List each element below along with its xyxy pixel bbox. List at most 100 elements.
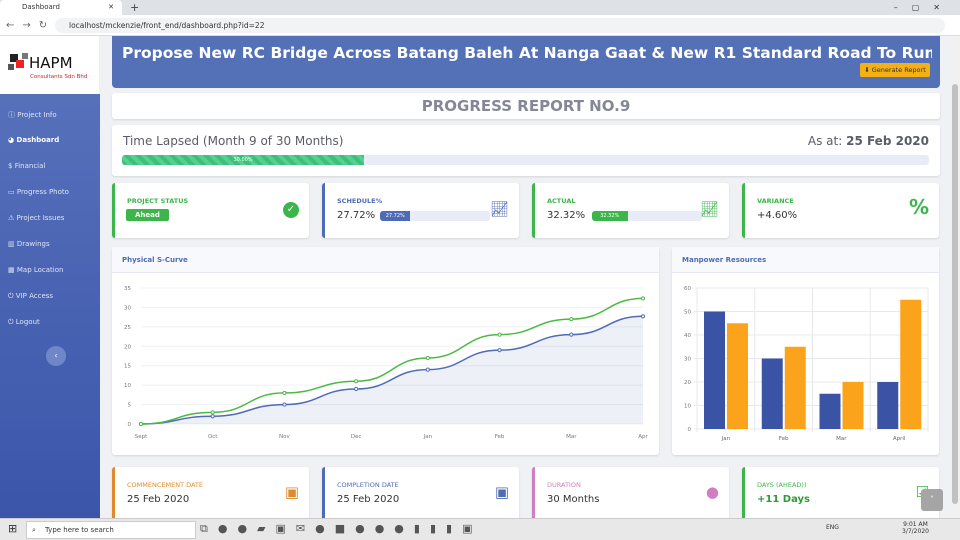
report-title: PROGRESS REPORT NO.9: [112, 93, 940, 119]
sidebar-item-dashboard[interactable]: ◕ Dashboard: [8, 136, 59, 144]
taskbar: ⊞ ⌕ Type here to search ⧉●●▰▣✉●■●●●▮▮▮▣ E…: [0, 518, 960, 540]
data-point: [497, 348, 502, 353]
sidebar-item-label: Drawings: [16, 240, 50, 248]
data-point: [569, 332, 574, 337]
sidebar-item-label: Financial: [14, 162, 46, 170]
window-controls[interactable]: –▢✕: [893, 3, 954, 12]
sidebar-item-project-info[interactable]: ⓘ Project Info: [8, 110, 57, 120]
percent-icon: %: [908, 195, 929, 219]
address-bar-row: ←→↻ localhost/mckenzie/front_end/dashboa…: [0, 15, 960, 36]
sidebar-item-label: VIP Access: [15, 292, 54, 300]
sidebar-item-vip-access[interactable]: ⏻ VIP Access: [8, 292, 53, 301]
schedule-bar-fill: 27.72%: [380, 211, 411, 221]
new-tab-button[interactable]: +: [130, 1, 140, 14]
actual-value: 32.32%: [547, 210, 586, 221]
as-at-label: As at:: [807, 134, 843, 148]
logo-mark-icon: HAPM Consultants Sdn Bhd: [8, 53, 87, 80]
commencement-value: 25 Feb 2020: [127, 494, 190, 505]
completion-card: COMPLETION DATE 25 Feb 2020 ▣: [322, 467, 519, 522]
x-tick-label: Oct: [208, 434, 218, 440]
browser-tab-bar: Dashboard ✕ + –▢✕: [0, 0, 960, 15]
bar: [784, 346, 806, 429]
data-point: [210, 414, 215, 419]
manpower-title: Manpower Resources: [672, 247, 939, 273]
y-tick-label: 35: [124, 286, 131, 292]
sidebar-icon: ◕: [8, 136, 15, 144]
y-tick-label: 30: [124, 305, 131, 311]
generate-report-button[interactable]: ⬇ Generate Report: [860, 63, 930, 77]
days-label: DAYS (AHEAD)): [757, 481, 807, 489]
series-area: [141, 316, 643, 424]
data-point: [497, 332, 502, 337]
bar: [877, 382, 899, 429]
taskbar-apps[interactable]: ⧉●●▰▣✉●■●●●▮▮▮▣: [200, 522, 483, 535]
y-tick-label: 20: [684, 380, 691, 386]
x-tick-label: Jan: [423, 434, 433, 440]
svg-text:HAPM: HAPM: [29, 54, 73, 72]
y-tick-label: 15: [124, 364, 131, 370]
tray-lang: ENG: [826, 524, 839, 531]
sidebar-item-progress-photo[interactable]: ▭ Progress Photo: [8, 188, 69, 196]
x-tick-label: Jan: [721, 436, 731, 442]
variance-value: +4.60%: [757, 210, 798, 221]
s-curve-chart: 0 5 10 15 20 25 30 35 Sept Oct Nov Dec Jan Feb Mar Apr: [124, 286, 648, 440]
duration-value: 30 Months: [547, 494, 600, 505]
schedule-label: SCHEDULE%: [337, 197, 383, 205]
chart-line-icon: 📈︎: [489, 200, 509, 218]
s-curve-title: Physical S-Curve: [112, 247, 659, 273]
x-tick-label: Mar: [566, 434, 577, 440]
data-point: [282, 402, 287, 407]
x-tick-label: Sept: [135, 434, 148, 440]
actual-label: ACTUAL: [547, 197, 576, 205]
data-point: [425, 367, 430, 372]
close-tab-icon[interactable]: ✕: [108, 3, 114, 11]
x-tick-label: April: [893, 436, 906, 442]
y-tick-label: 0: [688, 427, 692, 433]
data-point: [569, 316, 574, 322]
project-header: Propose New RC Bridge Across Batang Bale…: [112, 36, 940, 88]
actual-bar: 32.32%: [592, 211, 702, 221]
y-tick-label: 25: [124, 325, 131, 331]
sidebar-icon: ⚠: [8, 214, 15, 222]
nav-buttons[interactable]: ←→↻: [6, 20, 56, 31]
sidebar-item-logout[interactable]: ⏻ Logout: [8, 318, 40, 327]
clock[interactable]: 9:01 AM 3/7/2020: [902, 521, 929, 535]
check-circle-icon: ✓: [283, 202, 299, 218]
days-value: +11 Days: [757, 494, 810, 505]
calendar-minus-icon: ▣: [494, 483, 509, 501]
bar: [842, 382, 864, 429]
sidebar-item-label: Dashboard: [16, 136, 60, 144]
s-curve-card: Physical S-Curve 0 5 10 15 20 25 30 35 Sept Oct No…: [112, 247, 659, 455]
sidebar-item-drawings[interactable]: ▥ Drawings: [8, 240, 50, 248]
sidebar-item-map-location[interactable]: ▦ Map Location: [8, 266, 63, 274]
variance-card: VARIANCE +4.60% %: [742, 183, 939, 238]
x-tick-label: Nov: [279, 434, 290, 440]
commencement-card: COMMENCEMENT DATE 25 Feb 2020 ▣: [112, 467, 309, 522]
completion-value: 25 Feb 2020: [337, 494, 400, 505]
sidebar-icon: ▦: [8, 266, 15, 274]
scrollbar-thumb[interactable]: [952, 84, 958, 504]
y-tick-label: 5: [128, 403, 132, 409]
url-input[interactable]: localhost/mckenzie/front_end/dashboard.p…: [55, 18, 945, 33]
logo[interactable]: HAPM Consultants Sdn Bhd: [0, 36, 100, 94]
scroll-to-top-button[interactable]: ˄: [921, 489, 943, 511]
browser-tab[interactable]: Dashboard ✕: [0, 0, 122, 15]
status-label: PROJECT STATUS: [127, 197, 189, 205]
manpower-card: Manpower Resources 0 10 20 30 40 50 60 Jan Feb Ma…: [672, 247, 939, 455]
taskbar-search-input[interactable]: ⌕ Type here to search: [26, 521, 196, 539]
chart-line-icon: 📈︎: [699, 200, 719, 218]
sidebar-collapse-button[interactable]: ‹: [46, 346, 66, 366]
y-tick-label: 20: [124, 344, 131, 350]
sidebar-item-project-issues[interactable]: ⚠ Project Issues: [8, 214, 64, 222]
bar: [761, 358, 783, 429]
time-progress-bar: 30.00%: [122, 155, 929, 165]
windows-start-icon[interactable]: ⊞: [8, 522, 18, 535]
x-tick-label: Dec: [351, 434, 362, 440]
x-tick-label: Feb: [495, 434, 505, 440]
sidebar-icon: ▥: [8, 240, 15, 248]
bar: [819, 393, 841, 429]
data-point: [282, 390, 287, 396]
time-lapsed-label: Time Lapsed (Month 9 of 30 Months): [123, 134, 344, 148]
sidebar: HAPM Consultants Sdn Bhd ⓘ Project Info ◕…: [0, 36, 100, 518]
sidebar-item-financial[interactable]: $ Financial: [8, 162, 45, 170]
